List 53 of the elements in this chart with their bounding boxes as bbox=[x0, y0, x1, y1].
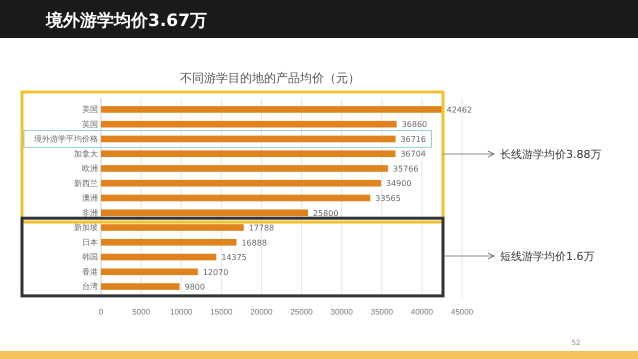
bar bbox=[101, 224, 244, 231]
data-label: 35766 bbox=[392, 164, 418, 174]
x-tick-label: 10000 bbox=[170, 308, 193, 317]
bar bbox=[101, 150, 396, 158]
text: 短线游学均价1.6万 bbox=[500, 250, 594, 263]
y-tick-label: 香港 bbox=[82, 267, 98, 276]
bar bbox=[101, 165, 388, 172]
x-tick-label: 15000 bbox=[210, 308, 234, 317]
x-tick-label: 30000 bbox=[330, 308, 354, 317]
y-tick-label: 加拿大 bbox=[74, 149, 98, 158]
x-tick-label: 25000 bbox=[290, 308, 314, 317]
data-label: 36860 bbox=[402, 120, 428, 130]
y-tick-label: 台湾 bbox=[82, 282, 98, 292]
bar bbox=[101, 268, 198, 276]
data-label: 34900 bbox=[386, 179, 412, 188]
x-tick-label: 40000 bbox=[410, 308, 434, 317]
data-label: 17788 bbox=[248, 224, 274, 233]
y-tick-label: 境外游学平均价格 bbox=[33, 134, 98, 144]
bar bbox=[101, 238, 236, 246]
bar bbox=[101, 283, 180, 290]
bar bbox=[101, 120, 397, 128]
x-tick-label: 5000 bbox=[132, 308, 151, 317]
data-label: 14375 bbox=[221, 253, 247, 262]
y-tick-label: 英国 bbox=[82, 120, 98, 129]
data-label: 36704 bbox=[400, 150, 426, 159]
data-label: 9800 bbox=[184, 282, 205, 292]
x-tick-label: 20000 bbox=[250, 308, 274, 317]
x-tick-label: 0 bbox=[98, 308, 104, 317]
y-tick-label: 新西兰 bbox=[74, 178, 98, 188]
bar bbox=[101, 254, 216, 260]
bar bbox=[101, 194, 370, 202]
y-tick-label: 日本 bbox=[82, 238, 98, 247]
y-tick-label: 美国 bbox=[82, 105, 98, 114]
data-label: 16888 bbox=[241, 238, 267, 248]
data-label: 25800 bbox=[312, 208, 338, 218]
y-tick-label: 非洲 bbox=[82, 208, 98, 218]
chart-subtitle: 不同游学目的地的产品均价（元） bbox=[180, 71, 360, 85]
bar bbox=[101, 136, 396, 142]
y-tick-label: 新加坡 bbox=[74, 223, 98, 232]
data-label: 36716 bbox=[400, 134, 426, 144]
data-label: 12070 bbox=[202, 268, 228, 277]
bar bbox=[101, 180, 381, 187]
bar bbox=[101, 209, 308, 216]
data-label: 42462 bbox=[446, 105, 472, 114]
chart-title: 境外游学均价3.67万 bbox=[45, 11, 207, 31]
x-tick-label: 45000 bbox=[450, 308, 474, 317]
bar bbox=[101, 106, 442, 113]
x-tick-label: 35000 bbox=[370, 308, 394, 317]
y-tick-label: 欧洲 bbox=[82, 164, 98, 174]
y-tick-label: 澳洲 bbox=[82, 194, 98, 203]
data-label: 33565 bbox=[375, 194, 401, 203]
y-tick-label: 韩国 bbox=[82, 252, 98, 262]
text: 长线游学均价3.88万 bbox=[500, 148, 602, 161]
